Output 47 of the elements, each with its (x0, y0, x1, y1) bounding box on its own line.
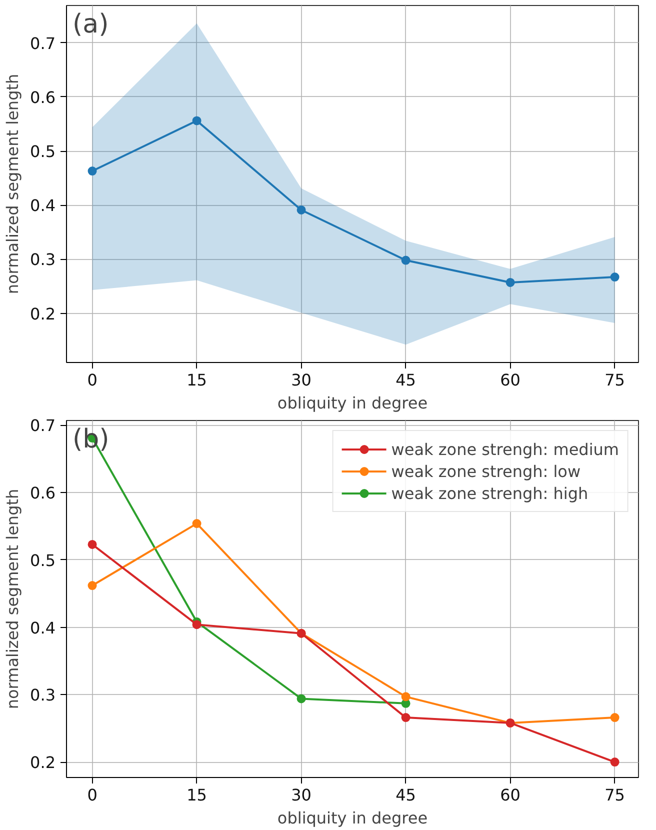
x-tick-label: 30 (291, 786, 312, 804)
x-tick-label: 15 (186, 370, 207, 390)
y-tick-label: 0.3 (30, 686, 56, 705)
y-axis-title: normalized segment length (3, 488, 22, 710)
point (296, 694, 306, 704)
x-tick-label: 15 (186, 786, 207, 804)
y-axis-title: normalized segment length (3, 74, 22, 294)
point (192, 116, 202, 126)
legend-label: weak zone strengh: medium (391, 440, 619, 458)
point (610, 272, 620, 282)
y-tick-label: 0.2 (30, 753, 56, 772)
x-tick-label: 60 (500, 786, 520, 804)
y-tick-label: 0.6 (30, 484, 56, 503)
point (610, 758, 620, 766)
legend-label: weak zone strengh: high (391, 484, 588, 502)
x-tick-label: 45 (396, 370, 416, 390)
point (88, 166, 97, 176)
point (296, 205, 306, 214)
point (506, 278, 515, 287)
annotation: (a) (72, 10, 109, 40)
point (401, 713, 410, 722)
x-tick-label: 0 (87, 370, 98, 390)
x-axis-title: obliquity in degree (277, 808, 428, 828)
x-tick-label: 60 (500, 370, 520, 390)
y-tick-label: 0.5 (30, 550, 56, 570)
point (401, 692, 410, 702)
y-tick-label: 0.5 (30, 142, 56, 162)
x-tick-label: 75 (604, 786, 625, 804)
y-tick-label: 0.6 (30, 88, 56, 107)
x-tick-label: 45 (396, 786, 416, 804)
point (401, 256, 410, 265)
y-tick-label: 0.4 (30, 196, 56, 216)
point (88, 540, 97, 549)
point (88, 581, 97, 590)
y-tick-label: 0.4 (30, 618, 56, 638)
y-tick-label: 0.3 (30, 250, 56, 270)
x-tick-label: 0 (87, 786, 98, 804)
x-axis-title: obliquity in degree (277, 394, 428, 412)
y-tick-label: 0.2 (30, 304, 56, 324)
point (192, 519, 202, 528)
y-tick-label: 0.7 (30, 34, 56, 53)
x-tick-label: 30 (291, 370, 312, 390)
legend-label: weak zone strengh: low (391, 462, 581, 480)
point (610, 713, 620, 722)
x-tick-label: 75 (604, 370, 625, 390)
point (192, 620, 202, 630)
y-tick-label: 0.7 (30, 416, 56, 436)
